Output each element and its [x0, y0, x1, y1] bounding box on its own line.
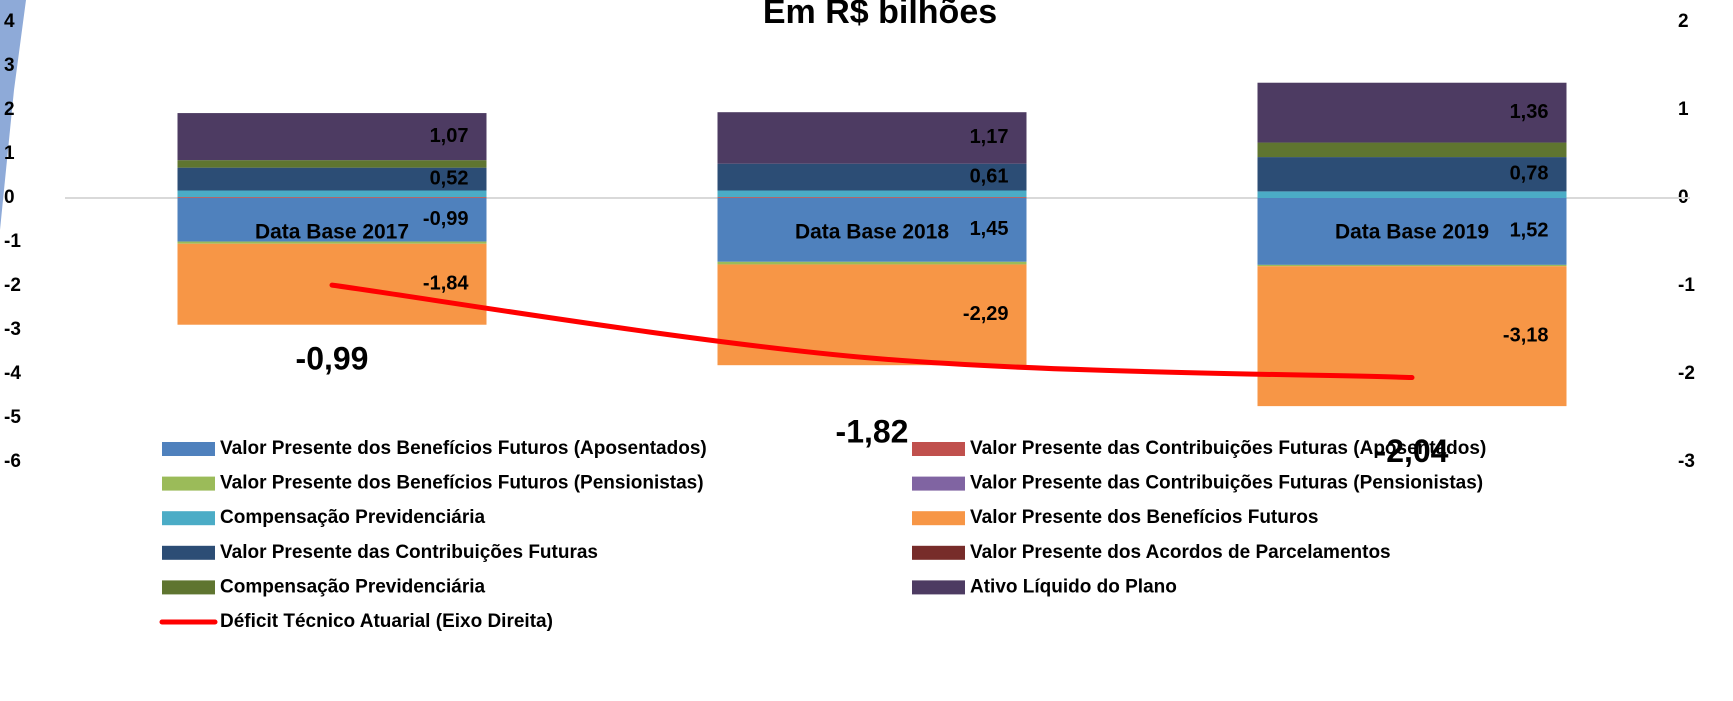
data-label: 1,07 [430, 125, 469, 147]
legend-label: Ativo Líquido do Plano [970, 576, 1177, 597]
legend-label: Valor Presente dos Acordos de Parcelamen… [970, 542, 1391, 563]
bar-segment [177, 160, 487, 168]
category-label: Data Base 2017 [255, 221, 409, 244]
y-tick-label: -6 [4, 451, 21, 472]
legend-label: Valor Presente dos Benefícios Futuros (A… [220, 438, 707, 459]
legend-label: Valor Presente dos Benefícios Futuros [970, 507, 1318, 528]
legend-swatch [162, 476, 215, 491]
decoration [0, 0, 26, 230]
y-tick-label: -3 [4, 319, 21, 340]
bar-segment [177, 197, 487, 198]
y-tick-label: 3 [4, 55, 15, 76]
data-label: 0,52 [430, 167, 469, 189]
line-label: -0,99 [296, 341, 369, 377]
y2-tick-label: -2 [1678, 363, 1695, 384]
y-tick-label: 0 [4, 187, 15, 208]
bar-segment [1257, 198, 1567, 265]
bar-segment [717, 198, 1027, 262]
legend-swatch [162, 511, 215, 526]
legend-swatch [162, 442, 215, 456]
legend-label: Valor Presente das Contribuições Futuras… [970, 438, 1486, 459]
y-tick-label: 4 [4, 11, 15, 32]
line-label: -1,82 [836, 414, 909, 450]
chart-title: Em R$ bilhões [763, 0, 997, 31]
legend-swatch [912, 442, 965, 456]
data-label: 1,52 [1510, 220, 1549, 242]
bar-segment [177, 198, 487, 242]
bar-segment [177, 241, 487, 244]
data-label: 1,45 [970, 218, 1009, 240]
data-label: -0,99 [423, 208, 469, 230]
bar-segment [177, 167, 487, 191]
y2-tick-label: 2 [1678, 11, 1689, 32]
y2-tick-label: -1 [1678, 275, 1695, 296]
line-label: -2,04 [1376, 433, 1449, 469]
legend-swatch [912, 580, 965, 595]
legend-label: Compensação Previdenciária [220, 507, 485, 528]
y-tick-label: -2 [4, 275, 21, 296]
legend-swatch [912, 476, 965, 491]
data-label: 1,17 [970, 126, 1009, 148]
legend-label: Compensação Previdenciária [220, 576, 485, 597]
bar-segment [717, 163, 1027, 191]
bar-segment [1257, 264, 1567, 267]
data-label: 1,36 [1510, 101, 1549, 123]
y2-tick-label: 1 [1678, 99, 1689, 120]
legend-label: Déficit Técnico Atuarial (Eixo Direita) [220, 611, 553, 632]
line [329, 282, 1415, 381]
y-tick-label: 2 [4, 99, 15, 120]
legend-swatch [912, 511, 965, 526]
bar-segment [717, 190, 1027, 198]
y-tick-label: 1 [4, 143, 15, 164]
bar-segment [717, 112, 1027, 164]
bar-segment [1257, 266, 1567, 407]
y2-tick-label: -3 [1678, 451, 1695, 472]
bar-segment [177, 190, 487, 198]
bar-segment [717, 197, 1027, 198]
category-label: Data Base 2019 [1335, 221, 1489, 244]
data-label: 0,61 [970, 165, 1009, 187]
bar-segment [1257, 191, 1567, 198]
bar-segment [1257, 157, 1567, 192]
y-tick-label: -1 [4, 231, 21, 252]
category-label: Data Base 2018 [795, 221, 949, 244]
bar-segment [1257, 82, 1567, 143]
data-label: -1,84 [423, 273, 469, 295]
bar-segment [177, 113, 487, 161]
y-tick-label: -4 [4, 363, 21, 384]
legend-swatch [162, 580, 215, 595]
legend-swatch [162, 545, 215, 560]
data-label: -2,29 [963, 303, 1009, 325]
data-label: 0,78 [1510, 163, 1549, 185]
y-tick-label: -5 [4, 407, 21, 428]
legend-label: Valor Presente dos Benefícios Futuros (P… [220, 473, 704, 494]
legend-label: Valor Presente das Contribuições Futuras [220, 542, 598, 563]
data-label: -3,18 [1503, 324, 1549, 346]
legend-swatch [912, 545, 965, 560]
bar-segment [1257, 142, 1567, 158]
bar-segment [717, 261, 1027, 265]
legend-label: Valor Presente das Contribuições Futuras… [970, 473, 1483, 494]
